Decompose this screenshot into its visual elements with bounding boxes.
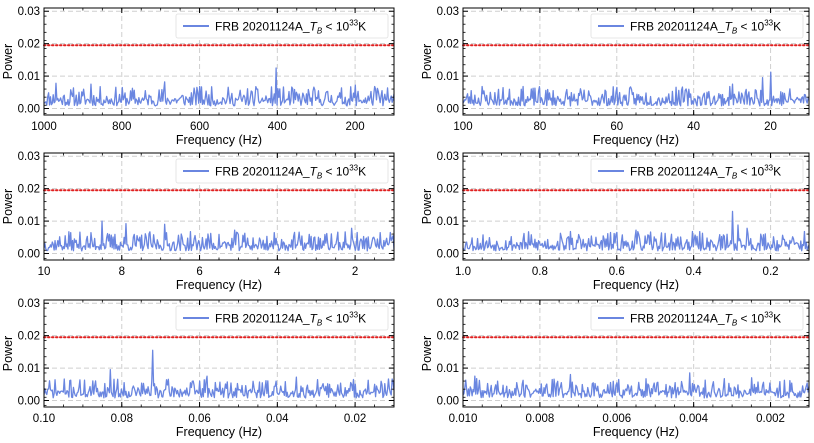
legend-label: FRB 20201124A_TB < 1033K	[630, 311, 781, 328]
x-tick-label: 2	[352, 266, 358, 278]
y-axis-label: Power	[1, 336, 15, 371]
x-tick-label: 20	[764, 121, 777, 133]
chart-panel-top-left: FRB 20201124A_TB < 1033K 1000 800 600 400 200…	[1, 6, 395, 147]
power-spectrum-line	[44, 220, 394, 252]
legend: FRB 20201124A_TB < 1033K	[175, 13, 389, 39]
x-tick-label: 0.4	[686, 266, 703, 278]
x-axis-label: Frequency (Hz)	[593, 133, 679, 147]
x-tick-label: 100	[453, 121, 472, 133]
y-axis-label: Power	[420, 189, 434, 224]
legend-label: FRB 20201124A_TB < 1033K	[630, 19, 781, 36]
y-tick-label: 0.03	[437, 6, 459, 18]
y-tick-label: 0.02	[437, 39, 459, 51]
y-tick-label: 0.02	[18, 39, 40, 51]
x-tick-label: 1.0	[455, 266, 471, 278]
x-tick-label: 600	[190, 121, 209, 133]
power-spectrum-line	[44, 349, 394, 399]
y-tick-label: 0.02	[18, 184, 40, 196]
y-tick-label: 0.02	[18, 331, 40, 343]
power-spectrum-line	[44, 67, 394, 107]
legend: FRB 20201124A_TB < 1033K	[590, 158, 804, 184]
x-tick-label: 4	[274, 266, 281, 278]
x-tick-label: 0.2	[763, 266, 779, 278]
y-tick-label: 0.00	[18, 104, 40, 116]
y-tick-label: 0.01	[437, 363, 459, 375]
legend: FRB 20201124A_TB < 1033K	[175, 158, 389, 184]
y-tick-label: 0.03	[18, 298, 40, 310]
chart-panel-middle-right: FRB 20201124A_TB < 1033K 1.0 0.8 0.6 0.4 0.2 0…	[420, 151, 810, 292]
y-tick-label: 0.03	[18, 6, 40, 18]
x-tick-label: 0.02	[344, 413, 366, 425]
power-spectrum-line	[463, 210, 809, 252]
x-tick-label: 0.08	[111, 413, 133, 425]
x-tick-label: 0.6	[609, 266, 625, 278]
x-tick-label: 0.008	[525, 413, 554, 425]
x-tick-label: 80	[533, 121, 546, 133]
power-spectrum-line	[463, 71, 809, 107]
y-tick-label: 0.00	[18, 396, 40, 408]
legend: FRB 20201124A_TB < 1033K	[590, 13, 804, 39]
x-tick-label: 60	[610, 121, 623, 133]
x-tick-label: 10	[38, 266, 51, 278]
x-tick-label: 0.002	[756, 413, 785, 425]
chart-panel-bottom-left: FRB 20201124A_TB < 1033K 0.10 0.08 0.06 0.04…	[1, 298, 395, 439]
x-tick-label: 0.8	[532, 266, 548, 278]
x-axis-label: Frequency (Hz)	[176, 425, 262, 439]
x-tick-label: 0.06	[188, 413, 210, 425]
x-tick-label: 0.04	[266, 413, 289, 425]
y-tick-label: 0.00	[437, 396, 459, 408]
legend-label: FRB 20201124A_TB < 1033K	[630, 164, 781, 181]
y-tick-label: 0.01	[437, 216, 459, 228]
legend: FRB 20201124A_TB < 1033K	[175, 305, 389, 331]
x-tick-label: 6	[196, 266, 202, 278]
x-tick-label: 400	[268, 121, 287, 133]
y-axis-label: Power	[1, 44, 15, 79]
y-axis-label: Power	[420, 336, 434, 371]
power-spectrum-line	[463, 372, 809, 399]
x-axis-label: Frequency (Hz)	[593, 425, 679, 439]
y-tick-label: 0.03	[18, 151, 40, 163]
y-tick-label: 0.01	[18, 216, 40, 228]
x-tick-label: 200	[346, 121, 365, 133]
x-tick-label: 800	[112, 121, 131, 133]
legend-label: FRB 20201124A_TB < 1033K	[215, 311, 366, 328]
y-tick-label: 0.03	[437, 298, 459, 310]
legend-label: FRB 20201124A_TB < 1033K	[215, 19, 366, 36]
x-axis-label: Frequency (Hz)	[176, 133, 262, 147]
y-tick-label: 0.01	[18, 71, 40, 83]
x-tick-label: 0.10	[33, 413, 55, 425]
y-tick-label: 0.00	[437, 104, 459, 116]
y-axis-label: Power	[420, 44, 434, 79]
y-tick-label: 0.01	[437, 71, 459, 83]
legend-label: FRB 20201124A_TB < 1033K	[215, 164, 366, 181]
x-tick-label: 1000	[31, 121, 57, 133]
x-tick-label: 40	[687, 121, 700, 133]
x-axis-label: Frequency (Hz)	[593, 278, 679, 292]
chart-panel-middle-left: FRB 20201124A_TB < 1033K 10 8 6 4 2 0.00 0.01 0.…	[1, 151, 395, 292]
chart-panel-bottom-right: FRB 20201124A_TB < 1033K 0.010 0.008 0.006 0…	[420, 298, 810, 439]
y-tick-label: 0.02	[437, 331, 459, 343]
x-tick-label: 0.010	[449, 413, 478, 425]
y-tick-label: 0.02	[437, 184, 459, 196]
x-tick-label: 0.006	[602, 413, 631, 425]
y-tick-label: 0.03	[437, 151, 459, 163]
y-tick-label: 0.00	[437, 249, 459, 261]
y-tick-label: 0.01	[18, 363, 40, 375]
y-axis-label: Power	[1, 189, 15, 224]
chart-panel-top-right: FRB 20201124A_TB < 1033K 100 80 60 40 20 0.00 0…	[420, 6, 810, 147]
legend: FRB 20201124A_TB < 1033K	[590, 305, 804, 331]
x-tick-label: 0.004	[679, 413, 708, 425]
x-axis-label: Frequency (Hz)	[176, 278, 262, 292]
x-tick-label: 8	[119, 266, 125, 278]
y-tick-label: 0.00	[18, 249, 40, 261]
